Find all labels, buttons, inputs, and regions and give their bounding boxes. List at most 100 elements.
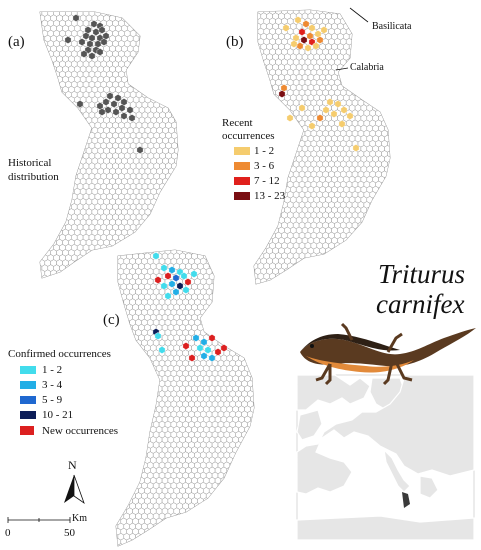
grid-cell: [50, 208, 57, 216]
grid-cell: [232, 507, 239, 515]
grid-cell: [50, 136, 57, 145]
grid-cell: [33, 15, 39, 22]
grid-cell: [235, 288, 242, 296]
grid-cell: [223, 257, 231, 265]
grid-cell: [244, 446, 251, 454]
grid-cell: [351, 27, 359, 36]
grid-cell: [354, 226, 362, 235]
grid-cell: [322, 262, 329, 270]
grid-cell: [40, 218, 46, 226]
grid-cell: [307, 257, 315, 265]
grid-cell: [144, 415, 151, 424]
grid-cell: [56, 187, 63, 196]
grid-cell: [226, 252, 233, 260]
grid-cell: [254, 226, 256, 235]
grid-cell: [214, 283, 222, 291]
grid-cell: [155, 527, 163, 536]
grid-cell: [159, 244, 166, 252]
grid-cell: [161, 527, 169, 536]
grid-cell: [162, 243, 168, 250]
grid-cell: [319, 257, 326, 265]
grid-cell: [351, 252, 359, 260]
grid-cell: [255, 3, 261, 10]
grid-cell: [272, 114, 279, 122]
grid-cell: [235, 502, 242, 510]
grid-cell: [123, 359, 130, 367]
grid-cell: [176, 522, 183, 531]
grid-cell: [220, 497, 228, 505]
grid-cell: [116, 471, 119, 480]
grid-cell: [363, 38, 371, 46]
grid-cell: [254, 43, 256, 51]
grid-cell: [141, 223, 149, 231]
grid-cell: [205, 512, 213, 520]
grid-cell: [132, 344, 139, 352]
grid-cell: [292, 140, 300, 148]
grid-cell: [68, 136, 75, 145]
grid-cell: [177, 19, 178, 27]
grid-cell: [205, 522, 213, 531]
grid-cell: [138, 415, 145, 424]
grid-cell: [144, 238, 152, 247]
grid-cell: [47, 203, 54, 211]
grid-cell: [164, 533, 172, 541]
grid-cell: [162, 34, 169, 43]
grid-cell: [205, 502, 213, 510]
grid-cell: [387, 109, 390, 117]
grid-cell: [144, 218, 152, 226]
grid-cell: [141, 400, 148, 408]
grid-cell: [387, 10, 390, 15]
grid-cell: [139, 5, 145, 12]
grid-cell: [65, 131, 72, 140]
grid-cell: [263, 99, 270, 107]
grid-cell: [51, 5, 57, 12]
grid-cell: [116, 482, 119, 490]
grid-cell: [62, 147, 69, 155]
grid-cell: [214, 323, 222, 332]
grid-cell: [117, 461, 125, 469]
grid-cell: [269, 99, 276, 107]
grid-cell: [387, 89, 390, 97]
grid-cell: [257, 119, 265, 127]
grid-cell: [235, 308, 242, 316]
grid-cell: [340, 262, 347, 270]
grid-cell: [68, 126, 75, 135]
grid-cell: [223, 482, 231, 490]
grid-cell: [153, 80, 160, 89]
grid-cell: [308, 3, 314, 10]
grid-cell: [223, 308, 231, 316]
grid-cell: [278, 134, 285, 143]
grid-cell: [253, 543, 254, 546]
grid-cell: [220, 538, 228, 546]
grid-cell: [253, 522, 254, 531]
grid-cell: [250, 313, 254, 322]
grid-cell: [281, 282, 288, 284]
grid-cell: [214, 293, 222, 301]
grid-cell: [354, 32, 362, 41]
occurrence-cell: [200, 352, 208, 360]
grid-cell: [162, 218, 169, 226]
grid-cell: [152, 543, 160, 546]
grid-cell: [185, 527, 192, 536]
grid-cell: [109, 249, 116, 257]
grid-cell: [247, 278, 254, 286]
grid-cell: [203, 507, 210, 515]
grid-cell: [120, 415, 127, 424]
grid-cell: [159, 91, 166, 99]
grid-cell: [254, 32, 256, 41]
grid-cell: [116, 405, 122, 413]
grid-cell: [123, 410, 130, 418]
grid-cell: [302, 3, 308, 10]
grid-cell: [192, 243, 198, 250]
grid-cell: [244, 303, 251, 311]
grid-cell: [298, 272, 306, 280]
grid-cell: [50, 106, 57, 114]
grid-cell: [141, 420, 148, 429]
grid-cell: [174, 14, 178, 22]
grid-cell: [56, 96, 63, 104]
grid-cell: [381, 48, 388, 56]
grid-cell: [129, 482, 136, 490]
grid-cell: [357, 38, 365, 46]
grid-cell: [91, 269, 99, 277]
grid-cell: [165, 12, 172, 17]
